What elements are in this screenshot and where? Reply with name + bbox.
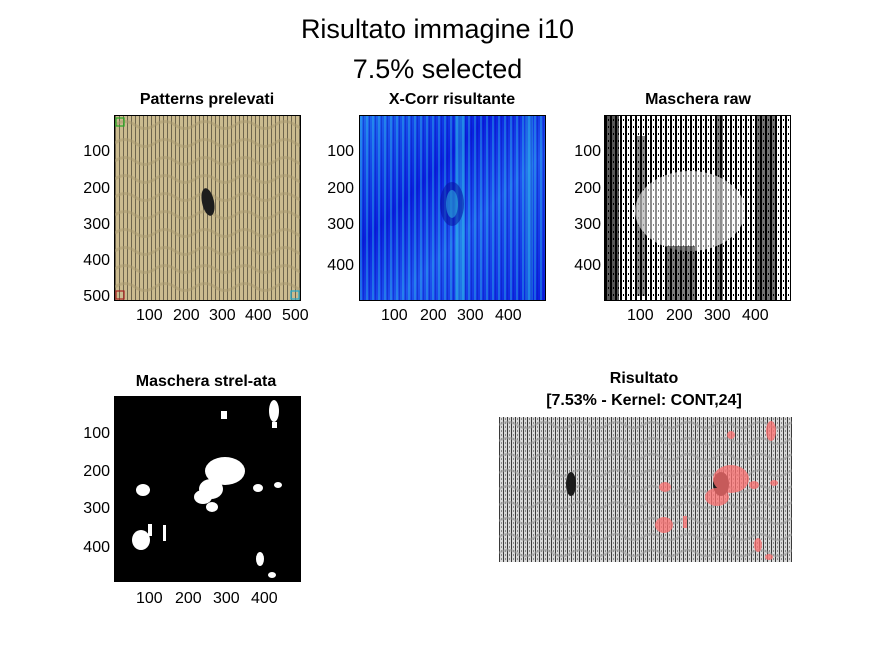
figure-title: Risultato immagine i10 — [300, 14, 575, 44]
xcorr-ytick: 300 — [327, 216, 354, 233]
result-panel-subtitle: [7.53% - Kernel: CONT,24] — [546, 392, 742, 409]
patterns-ytick: 400 — [83, 252, 110, 269]
patterns-image — [114, 115, 301, 301]
defect-spot — [201, 188, 215, 216]
raw-mask-ytick: 300 — [574, 216, 601, 233]
raw-mask-image — [604, 115, 791, 301]
strel-mask-xtick: 400 — [251, 590, 278, 607]
patterns-xtick: 100 — [136, 307, 163, 324]
raw-mask-xtick: 200 — [666, 307, 693, 324]
xcorr-xtick: 300 — [457, 307, 484, 324]
strel-mask-panel-title: Maschera strel-ata — [135, 373, 277, 390]
pattern-marker-green — [115, 117, 125, 127]
result-image — [499, 417, 792, 562]
xcorr-ytick: 100 — [327, 143, 354, 160]
xcorr-image — [359, 115, 546, 301]
blob-top-right — [269, 400, 279, 422]
patterns-ytick: 300 — [83, 216, 110, 233]
patterns-xtick: 200 — [173, 307, 200, 324]
patterns-ytick: 100 — [83, 143, 110, 160]
blob-bottom-left — [132, 530, 150, 550]
strel-mask-ytick: 200 — [83, 463, 110, 480]
strel-mask-ytick: 100 — [83, 425, 110, 442]
result-panel-title: Risultato — [609, 370, 679, 387]
patterns-xtick: 300 — [209, 307, 236, 324]
raw-mask-ytick: 200 — [574, 180, 601, 197]
result-defect-left — [566, 472, 576, 496]
patterns-xtick: 500 — [282, 307, 309, 324]
patterns-ytick: 200 — [83, 180, 110, 197]
pattern-marker-red — [115, 290, 125, 300]
raw-mask-xtick: 400 — [742, 307, 769, 324]
pattern-marker-cyan — [290, 290, 300, 300]
patterns-xtick: 400 — [245, 307, 272, 324]
xcorr-ytick: 400 — [327, 257, 354, 274]
strel-mask-xtick: 200 — [175, 590, 202, 607]
raw-mask-xtick: 100 — [627, 307, 654, 324]
patterns-ytick: 500 — [83, 288, 110, 305]
raw-mask-xtick: 300 — [704, 307, 731, 324]
blob-center — [205, 457, 245, 485]
xcorr-xtick: 400 — [495, 307, 522, 324]
strel-mask-xtick: 100 — [136, 590, 163, 607]
figure-subtitle: 7.5% selected — [352, 54, 523, 84]
strel-mask-ytick: 300 — [83, 500, 110, 517]
strel-mask-ytick: 400 — [83, 539, 110, 556]
raw-mask-ytick: 400 — [574, 257, 601, 274]
xcorr-panel-title: X-Corr risultante — [388, 91, 516, 108]
raw-mask-ytick: 100 — [574, 143, 601, 160]
xcorr-hotspot — [440, 182, 464, 226]
raw-mask-panel-title: Maschera raw — [645, 91, 751, 108]
patterns-panel-title: Patterns prelevati — [139, 91, 275, 108]
xcorr-ytick: 200 — [327, 180, 354, 197]
strel-mask-image — [114, 396, 301, 582]
xcorr-xtick: 200 — [420, 307, 447, 324]
xcorr-xtick: 100 — [381, 307, 408, 324]
strel-mask-xtick: 300 — [213, 590, 240, 607]
